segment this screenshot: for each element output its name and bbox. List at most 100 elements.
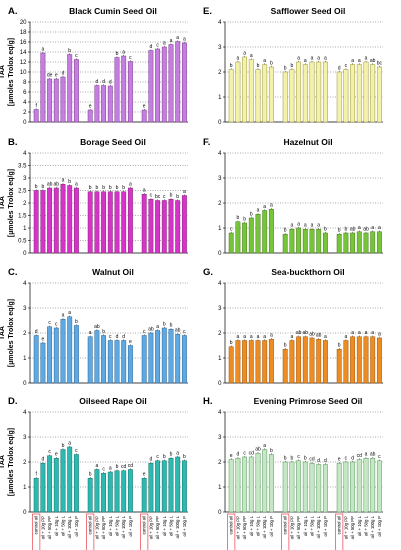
bar [248, 59, 254, 123]
bar [296, 336, 302, 384]
bar-category-label: oil + 10g P [269, 516, 274, 537]
panel-letter: B. [8, 137, 18, 148]
bar [309, 229, 315, 254]
significance-label: cd [309, 457, 315, 463]
significance-label: a [129, 181, 132, 187]
significance-label: b [270, 60, 273, 66]
panel-title: Borage Seed Oil [80, 137, 146, 147]
significance-label: a [263, 334, 266, 340]
bar [255, 453, 261, 513]
bar [336, 71, 342, 123]
bar [228, 69, 234, 123]
significance-label: e [338, 457, 341, 463]
bar [148, 199, 154, 254]
bar [161, 200, 167, 254]
significance-label: a [163, 40, 166, 46]
significance-label: b [116, 185, 119, 191]
bar [343, 232, 349, 254]
bar-category-label: oil + 10g PP [289, 516, 294, 539]
significance-label: e [230, 453, 233, 459]
panel-letter: G. [203, 267, 213, 278]
bar [53, 327, 59, 384]
y-tick-label: 4 [23, 151, 27, 157]
bar [181, 42, 187, 123]
bar [255, 214, 261, 254]
bar [302, 229, 308, 254]
bar [248, 217, 254, 254]
panel-letter: A. [8, 6, 18, 17]
significance-label: a [263, 58, 266, 64]
significance-label: b [42, 184, 45, 190]
significance-label: d [317, 458, 320, 464]
y-tick-label: 1.5 [18, 214, 27, 220]
bar-category-label: oil + 10g L [108, 515, 113, 536]
panel-title: Oilseed Rape Oil [79, 396, 147, 406]
y-axis-title: TAA [0, 65, 6, 79]
y-tick-label: 1 [218, 95, 222, 101]
panel-letter: D. [8, 396, 18, 407]
significance-label: c [243, 450, 246, 456]
bar [127, 345, 133, 384]
significance-label: a [365, 55, 368, 61]
y-tick-label: 1 [218, 356, 222, 362]
significance-label: a [75, 181, 78, 187]
bar [121, 340, 127, 384]
significance-label: d [351, 455, 354, 461]
bar [87, 336, 93, 384]
bar [168, 44, 174, 123]
bar [127, 61, 133, 123]
bar [127, 469, 133, 513]
significance-label: a [304, 58, 307, 64]
significance-label: a [270, 333, 273, 339]
significance-label: a [378, 331, 381, 337]
bar [107, 191, 113, 254]
significance-label: a [62, 178, 65, 184]
significance-label: d [237, 452, 240, 458]
bar-category-label: oil + 100g L [175, 515, 180, 538]
significance-label: a [311, 55, 314, 61]
significance-label: b [35, 184, 38, 190]
significance-label: a [176, 450, 179, 456]
bar-category-label: oil + 50g L [115, 515, 120, 536]
y-tick-label: 0 [23, 510, 27, 516]
y-axis-title: TAA [0, 196, 6, 210]
significance-label: a [243, 334, 246, 340]
significance-label: b [291, 63, 294, 69]
y-tick-label: 0 [218, 251, 222, 257]
bar-category-label: oil + 10g PP [343, 516, 348, 539]
bar-category-label: oil + 50g L [364, 515, 369, 536]
significance-label: e [55, 452, 58, 458]
significance-label: b [284, 65, 287, 71]
significance-label: c [183, 329, 186, 335]
bar [370, 64, 376, 123]
bar [262, 210, 268, 254]
bar [336, 234, 342, 254]
bar [322, 340, 328, 384]
significance-label: ab [54, 181, 60, 187]
significance-label: a [250, 53, 253, 59]
significance-label: ab [94, 324, 100, 330]
bar-category-label: oil + 50g L [61, 515, 66, 536]
bar [350, 336, 356, 384]
significance-label: c [55, 321, 58, 327]
significance-label: e [89, 103, 92, 109]
bar [302, 336, 308, 384]
significance-label: ab [370, 58, 376, 64]
significance-label: a [263, 204, 266, 210]
significance-label: ab [303, 330, 309, 336]
significance-label: b [338, 343, 341, 349]
bar [309, 337, 315, 384]
y-tick-label: 1 [218, 226, 222, 232]
bar [282, 461, 288, 513]
bar-category-label: oil + 50g PP [296, 516, 301, 539]
y-tick-label: 1 [23, 356, 27, 362]
bar-category-label: oil + 50g L [256, 515, 261, 536]
bar [363, 61, 369, 123]
bar [268, 339, 274, 384]
bar [316, 339, 322, 384]
significance-label: b [89, 185, 92, 191]
y-axis-unit: [µmoles Trolox eq/g] [8, 38, 15, 106]
y-tick-label: 3 [218, 176, 222, 182]
